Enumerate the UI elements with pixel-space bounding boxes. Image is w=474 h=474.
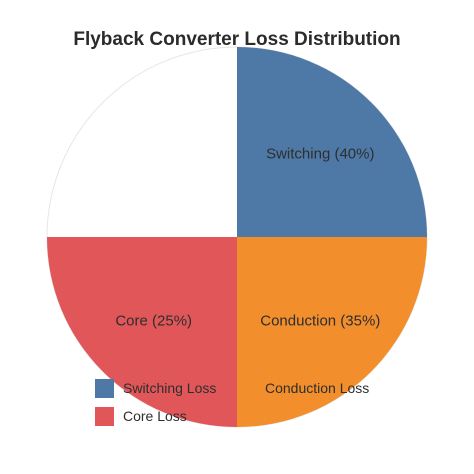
slice-label-core-loss: Core (25%) xyxy=(115,312,192,329)
legend-item-core-loss: Core Loss xyxy=(95,407,187,426)
pie-slice-conduction-loss xyxy=(237,237,427,427)
legend-label: Conduction Loss xyxy=(265,380,369,396)
legend-swatch xyxy=(95,379,114,398)
pie-slice-switching-loss xyxy=(237,47,427,237)
slice-label-conduction-loss: Conduction (35%) xyxy=(260,312,380,329)
chart-title: Flyback Converter Loss Distribution xyxy=(73,29,401,50)
legend: Switching Loss Conduction Loss Core Loss xyxy=(95,379,369,426)
legend-item-switching-loss: Switching Loss xyxy=(95,379,216,398)
legend-swatch xyxy=(95,407,114,426)
legend-label: Switching Loss xyxy=(123,380,216,396)
slice-label-switching-loss: Switching (40%) xyxy=(266,146,374,163)
legend-item-conduction-loss: Conduction Loss xyxy=(265,380,369,396)
legend-label: Core Loss xyxy=(123,408,187,424)
pie-slice-core-loss xyxy=(47,237,237,427)
